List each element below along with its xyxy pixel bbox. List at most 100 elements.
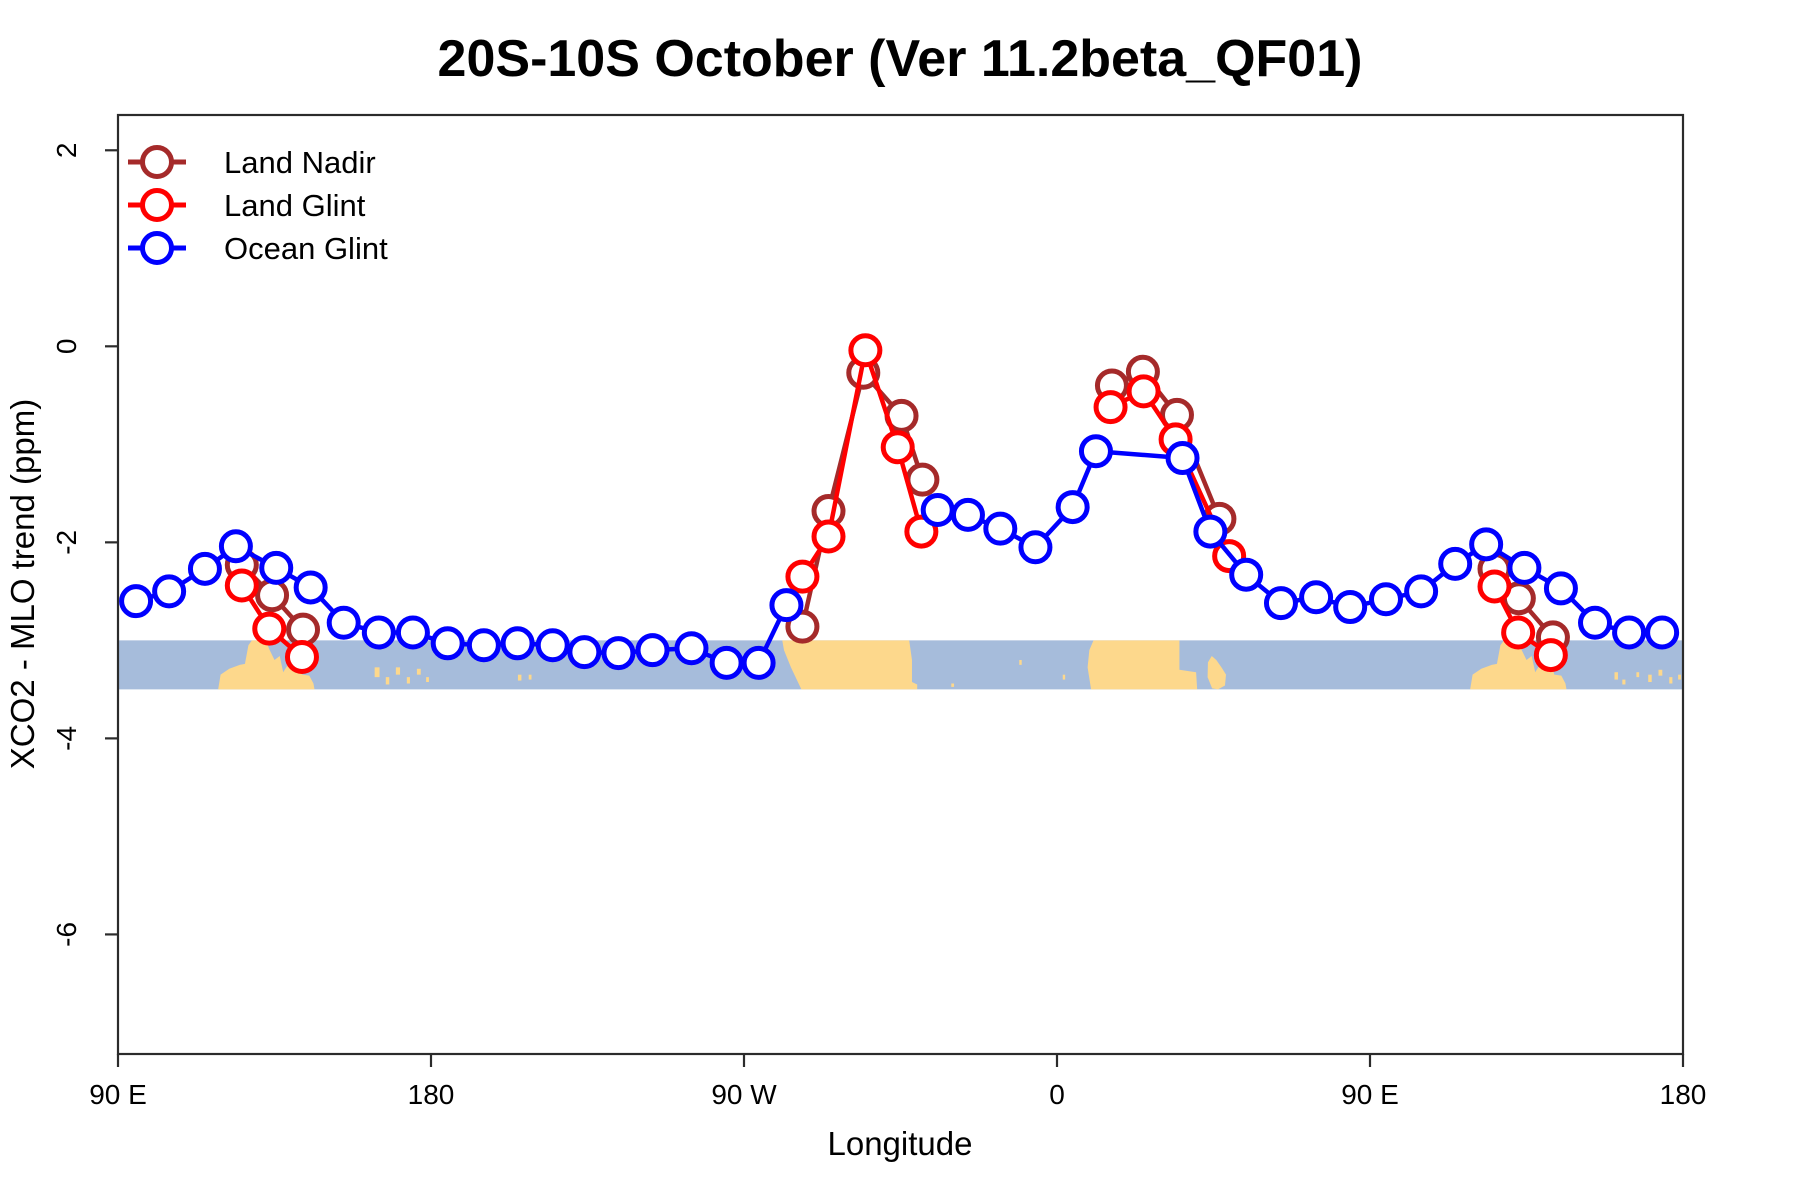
legend-item-land-glint: Land Glint xyxy=(128,188,366,223)
map-band-island xyxy=(1622,679,1626,685)
map-band-land xyxy=(1470,640,1567,690)
data-point-marker xyxy=(811,519,846,554)
data-point-marker xyxy=(224,568,259,603)
legend-label-ocean-glint: Ocean Glint xyxy=(224,231,388,266)
data-point-marker xyxy=(1612,615,1647,650)
y-tick-label: -4 xyxy=(51,726,82,751)
data-point-marker xyxy=(466,628,501,663)
data-point-marker xyxy=(674,631,709,666)
data-point-marker xyxy=(950,497,985,532)
map-band-island xyxy=(395,667,401,675)
data-point-marker xyxy=(1299,580,1334,615)
legend-label-land-nadir: Land Nadir xyxy=(224,145,376,180)
y-tick-label: -2 xyxy=(51,530,82,555)
data-point-marker xyxy=(1263,586,1298,621)
plot-border xyxy=(116,113,1685,1056)
x-tick-label: 180 xyxy=(1660,1079,1707,1110)
data-point-marker xyxy=(848,333,883,368)
y-axis: 2 0 -2 -4 -6 xyxy=(51,142,118,947)
map-band-island xyxy=(1636,672,1640,678)
data-point-marker xyxy=(741,645,776,680)
y-axis-label: XCO2 - MLO trend (ppm) xyxy=(4,399,41,769)
x-tick-label: 90 E xyxy=(89,1079,147,1110)
data-point-marker xyxy=(1469,527,1504,562)
map-band-island xyxy=(1658,669,1663,676)
map-band-island xyxy=(1062,674,1066,680)
data-point-marker xyxy=(361,615,396,650)
data-point-marker xyxy=(1193,514,1228,549)
series-ocean-glint xyxy=(119,434,1680,680)
map-band-island xyxy=(951,683,955,687)
x-axis: 90 E 180 90 W 0 90 E 180 xyxy=(89,1054,1706,1110)
data-point-marker xyxy=(920,493,955,528)
map-band-island xyxy=(1678,674,1681,680)
data-point-marker xyxy=(535,628,570,663)
map-band-land xyxy=(1087,640,1198,690)
data-point-marker xyxy=(255,578,290,613)
data-point-marker xyxy=(1533,638,1568,673)
legend: Land Nadir Land Glint Ocean Glint xyxy=(128,145,388,266)
y-tick-label: -6 xyxy=(51,922,82,947)
data-point-marker xyxy=(1578,605,1613,640)
map-band-island xyxy=(416,668,421,675)
map-band-island xyxy=(528,674,532,680)
data-point-marker xyxy=(430,626,465,661)
legend-item-land-nadir: Land Nadir xyxy=(128,145,376,180)
data-point-marker xyxy=(709,645,744,680)
data-point-marker xyxy=(119,584,154,619)
legend-label-land-glint: Land Glint xyxy=(224,188,366,223)
data-point-marker xyxy=(259,550,294,585)
x-tick-label: 90 E xyxy=(1341,1079,1399,1110)
x-tick-label: 0 xyxy=(1049,1079,1065,1110)
map-band-island xyxy=(374,667,380,678)
map-band-land xyxy=(218,640,315,690)
map-band-island xyxy=(1019,659,1022,665)
legend-marker-land-nadir xyxy=(140,145,174,179)
map-band-island xyxy=(1614,672,1618,680)
data-point-marker xyxy=(326,605,361,640)
data-point-marker xyxy=(395,615,430,650)
data-point-marker xyxy=(1126,374,1161,409)
data-point-marker xyxy=(1018,530,1053,565)
data-point-marker xyxy=(1078,434,1113,469)
map-band-island xyxy=(406,677,410,684)
data-point-marker xyxy=(635,633,670,668)
data-point-marker xyxy=(252,611,287,646)
data-point-marker xyxy=(218,529,253,564)
x-tick-label: 180 xyxy=(408,1079,455,1110)
series-land-glint xyxy=(224,333,1568,675)
data-point-marker xyxy=(769,588,804,623)
data-point-marker xyxy=(284,640,319,675)
map-band-island xyxy=(1648,674,1652,683)
data-point-marker xyxy=(1229,557,1264,592)
map-band xyxy=(118,640,1683,690)
data-point-marker xyxy=(601,636,636,671)
chart-title: 20S-10S October (Ver 11.2beta_QF01) xyxy=(438,30,1363,88)
map-band-island xyxy=(1669,677,1673,684)
data-point-marker xyxy=(905,462,940,497)
data-point-marker xyxy=(785,559,820,594)
data-point-marker xyxy=(1501,615,1536,650)
map-band-island xyxy=(426,677,429,683)
data-point-marker xyxy=(1404,574,1439,609)
data-point-marker xyxy=(1093,390,1128,425)
data-point-marker xyxy=(1543,571,1578,606)
data-point-marker xyxy=(1645,615,1680,650)
map-band-land xyxy=(782,640,918,690)
legend-marker-land-glint xyxy=(140,188,174,222)
data-point-marker xyxy=(880,430,915,465)
data-point-marker xyxy=(152,574,187,609)
data-point-marker xyxy=(983,511,1018,546)
data-point-marker xyxy=(567,635,602,670)
plot-series xyxy=(119,333,1680,680)
data-point-marker xyxy=(1055,490,1090,525)
data-point-marker xyxy=(1477,569,1512,604)
data-point-marker xyxy=(1333,590,1368,625)
data-point-marker xyxy=(1438,546,1473,581)
data-point-marker xyxy=(293,570,328,605)
data-point-marker xyxy=(286,612,321,647)
data-point-marker xyxy=(1368,582,1403,617)
data-point-marker xyxy=(1507,550,1542,585)
